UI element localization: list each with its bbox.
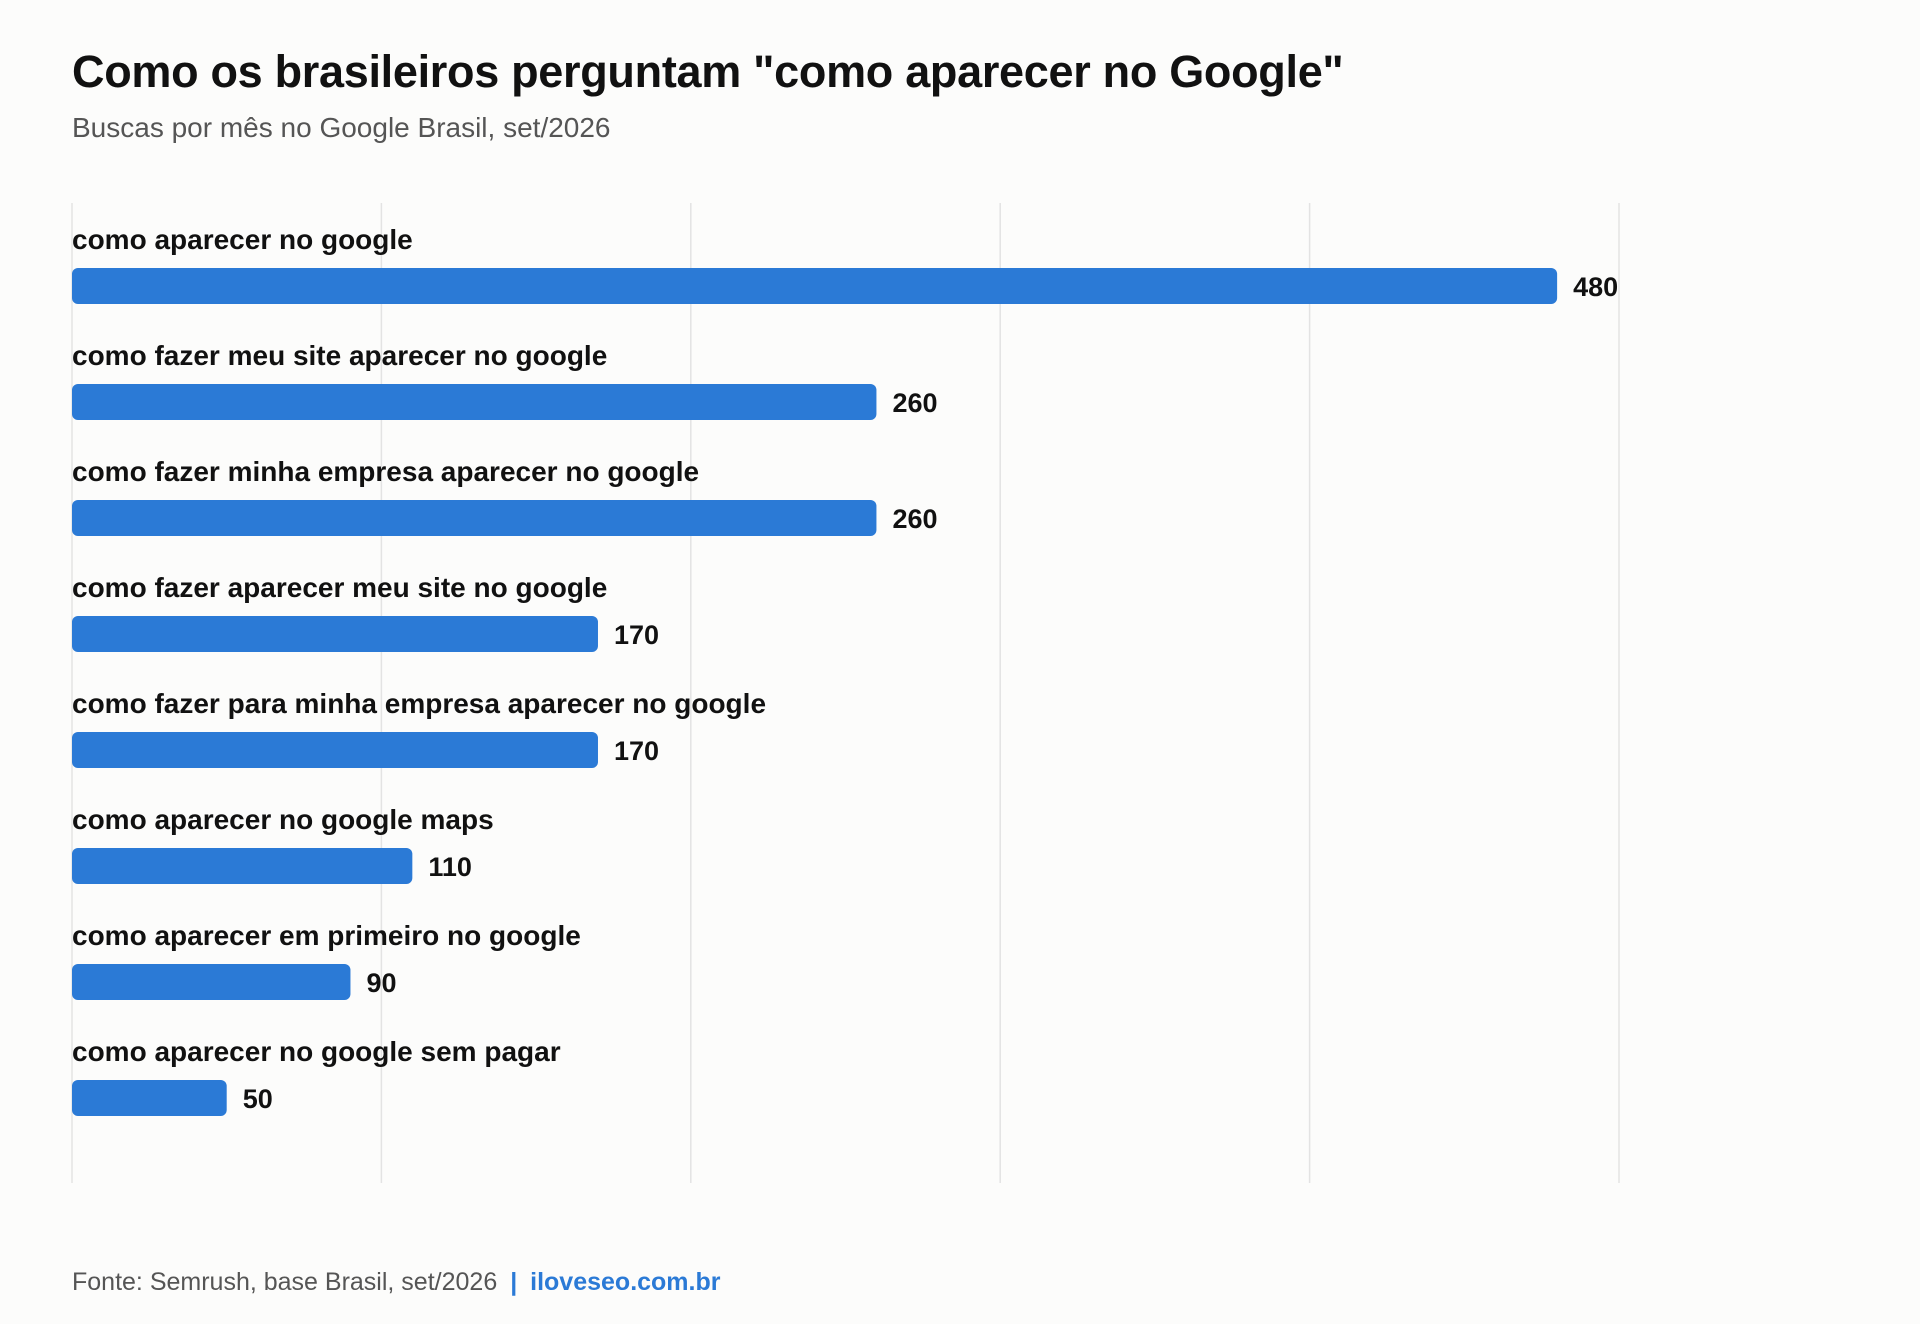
chart-title: Como os brasileiros perguntam "como apar… — [72, 46, 1344, 97]
brand-link[interactable]: iloveseo.com.br — [530, 1268, 721, 1296]
value-label: 110 — [428, 852, 472, 882]
value-label: 170 — [614, 620, 659, 650]
category-label: como aparecer no google — [72, 224, 413, 255]
value-label: 50 — [243, 1084, 273, 1114]
category-label: como fazer para minha empresa aparecer n… — [72, 688, 766, 719]
bar — [72, 268, 1558, 304]
source-note: Fonte: Semrush, base Brasil, set/2026 — [72, 1268, 498, 1296]
footer: Fonte: Semrush, base Brasil, set/2026 | … — [72, 1268, 721, 1297]
bar — [72, 384, 877, 420]
gridlines — [71, 203, 1620, 1183]
value-label: 480 — [1573, 272, 1618, 302]
bar — [72, 1080, 227, 1116]
bar — [72, 500, 877, 536]
footer-separator: | — [510, 1268, 518, 1296]
category-label: como aparecer em primeiro no google — [72, 920, 581, 951]
category-label: como aparecer no google sem pagar — [72, 1036, 561, 1067]
bars: como aparecer no google 480 como fazer meu… — [72, 224, 1618, 1116]
chart-subtitle: Buscas por mês no Google Brasil, set/202… — [72, 112, 611, 143]
bar — [72, 732, 598, 768]
value-label: 260 — [892, 388, 937, 418]
bar — [72, 616, 598, 652]
value-label: 90 — [366, 968, 396, 998]
category-label: como fazer aparecer meu site no google — [72, 572, 607, 603]
category-label: como fazer minha empresa aparecer no goo… — [72, 456, 699, 487]
category-label: como fazer meu site aparecer no google — [72, 340, 607, 371]
category-label: como aparecer no google maps — [72, 804, 494, 835]
value-label: 170 — [614, 736, 659, 766]
bar — [72, 848, 413, 884]
bar — [72, 964, 351, 1000]
value-label: 260 — [892, 504, 937, 534]
